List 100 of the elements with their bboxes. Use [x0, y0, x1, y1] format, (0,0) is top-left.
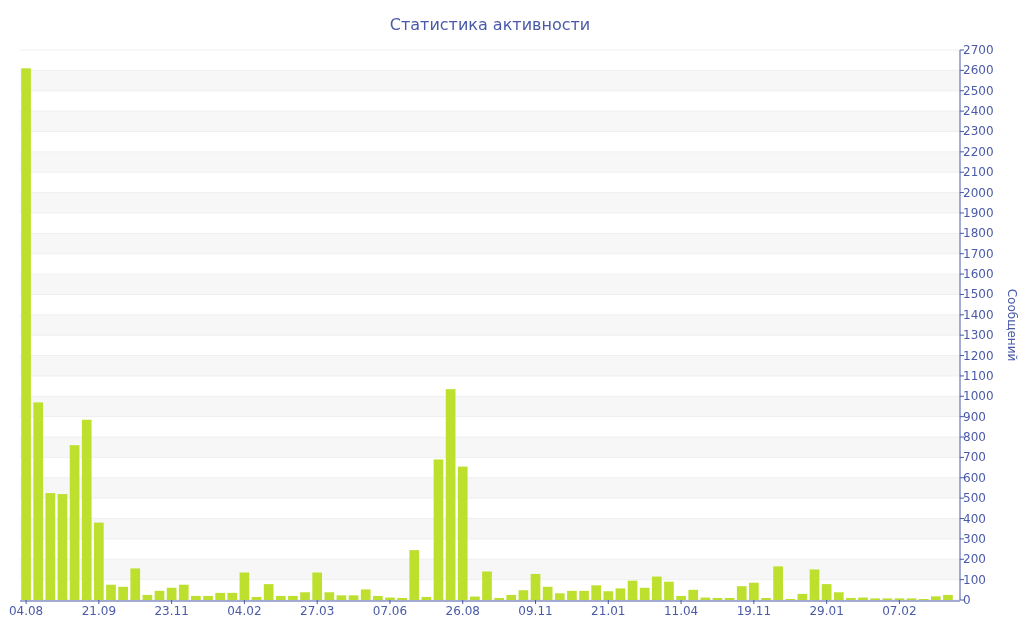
y-tick-label: 1000	[963, 389, 994, 404]
x-tick-label: 04.02	[227, 604, 262, 618]
y-tick-label: 1100	[963, 368, 994, 383]
bar	[191, 595, 201, 600]
bar	[239, 572, 250, 600]
y-tick-label: 800	[963, 430, 986, 445]
bar	[203, 595, 213, 600]
x-tick-label: 21.01	[591, 604, 626, 618]
bar	[651, 576, 662, 600]
bar	[579, 590, 589, 600]
bar	[761, 597, 771, 600]
bar	[93, 522, 104, 600]
chart-title: Статистика активности	[389, 15, 591, 34]
y-tick-label: 2200	[963, 144, 994, 159]
y-tick-label: 2000	[963, 185, 994, 200]
x-tick-label: 21.09	[81, 604, 117, 618]
bar	[433, 459, 444, 600]
bar	[482, 571, 492, 600]
y-tick-label: 400	[963, 511, 986, 526]
bar	[797, 593, 808, 600]
x-tick-label: 29.01	[809, 604, 844, 618]
bar	[178, 584, 189, 600]
bar	[106, 584, 116, 600]
x-tick-label: 19.11	[736, 604, 772, 618]
x-tick-label: 09.11	[518, 604, 553, 618]
y-tick-label: 1700	[963, 246, 994, 261]
bar	[336, 595, 347, 600]
bar	[567, 590, 577, 600]
bar	[275, 595, 286, 600]
bar	[324, 592, 335, 600]
bar	[554, 593, 565, 600]
x-tick-label: 07.02	[882, 604, 917, 618]
bar	[457, 466, 468, 600]
bar	[518, 590, 529, 600]
bar	[251, 596, 262, 600]
bar	[288, 595, 298, 600]
bar	[130, 568, 141, 600]
y-tick-label: 1400	[963, 307, 994, 322]
bar	[21, 68, 31, 600]
y-tick-label: 1500	[963, 287, 994, 302]
y-tick-label: 1800	[963, 226, 994, 241]
bar	[809, 569, 820, 600]
y-tick-label: 2100	[963, 165, 994, 180]
bar	[57, 494, 68, 600]
bar	[542, 586, 553, 600]
x-tick-label: 04.08	[8, 604, 44, 618]
y-tick-label: 1200	[963, 348, 994, 363]
bar	[627, 580, 638, 600]
y-tick-label: 700	[963, 450, 986, 465]
bar	[591, 585, 602, 600]
bar	[506, 594, 517, 600]
y-tick-label: 100	[963, 572, 986, 587]
bar	[846, 597, 856, 600]
y-tick-label: 1900	[963, 205, 994, 220]
bar	[749, 582, 759, 600]
y-axis-title: Сообщений	[1005, 288, 1019, 362]
y-tick-label: 900	[963, 409, 986, 424]
bar	[409, 550, 420, 600]
bar	[45, 493, 56, 600]
bar	[930, 596, 941, 600]
y-tick-label: 1600	[963, 267, 994, 282]
bar	[736, 586, 747, 600]
bar	[833, 592, 844, 600]
bar	[603, 591, 614, 600]
y-tick-label: 500	[963, 491, 986, 506]
bar	[530, 573, 541, 600]
bar	[142, 594, 153, 600]
x-tick-label: 11.04	[663, 604, 699, 618]
bar	[664, 581, 674, 600]
y-tick-label: 2700	[963, 43, 994, 57]
x-tick-label: 07.06	[372, 604, 408, 618]
bar	[445, 389, 456, 600]
bar	[227, 592, 238, 600]
y-tick-label: 300	[963, 531, 986, 546]
bar	[118, 586, 128, 600]
x-tick-label: 26.08	[445, 604, 480, 618]
bar	[372, 595, 383, 600]
bar	[676, 595, 686, 600]
y-tick-label: 2500	[963, 83, 994, 98]
bar	[312, 572, 323, 600]
bar	[639, 587, 650, 600]
bar	[166, 587, 177, 600]
y-tick-label: 2400	[963, 104, 994, 119]
y-tick-label: 1300	[963, 328, 994, 343]
bar	[421, 596, 432, 600]
y-tick-label: 2600	[963, 63, 994, 78]
bar	[712, 597, 723, 600]
bar	[154, 590, 165, 600]
bar	[69, 445, 80, 600]
bar	[300, 592, 310, 600]
bar	[615, 588, 626, 600]
y-tick-label: 600	[963, 470, 986, 485]
bar	[348, 595, 359, 600]
x-tick-label: 27.03	[300, 604, 335, 618]
bar	[494, 597, 504, 600]
bar	[81, 419, 92, 600]
y-tick-label: 0	[963, 593, 971, 607]
bar	[688, 589, 699, 600]
bar	[943, 594, 953, 600]
bar	[263, 584, 274, 600]
